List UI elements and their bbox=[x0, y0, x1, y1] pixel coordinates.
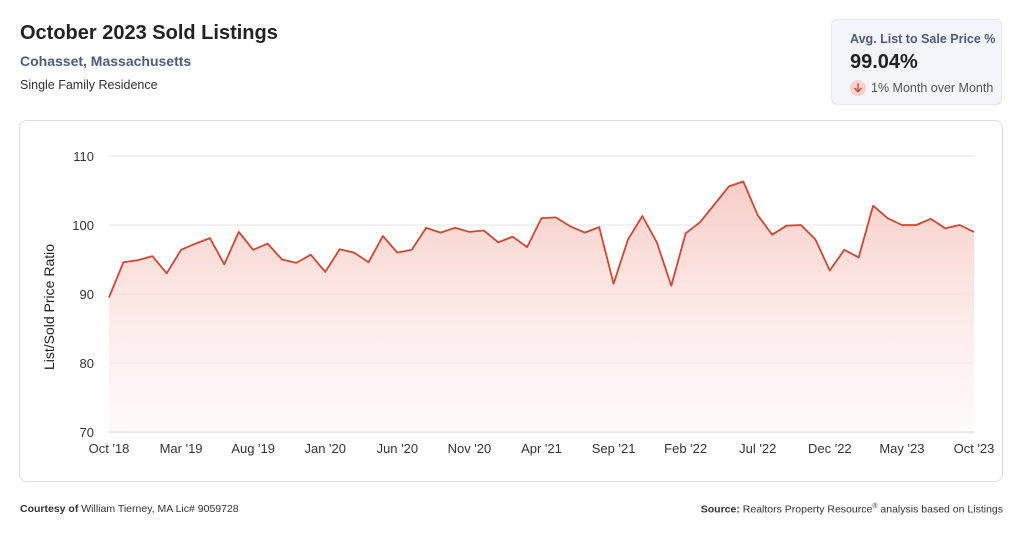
x-tick-label: Jan '20 bbox=[304, 441, 346, 456]
x-tick-label: Oct '23 bbox=[954, 441, 995, 456]
courtesy-footer: Courtesy of William Tierney, MA Lic# 905… bbox=[20, 503, 239, 515]
y-tick-label: 110 bbox=[73, 149, 94, 164]
source-text-post: analysis based on Listings bbox=[877, 503, 1003, 516]
y-tick-label: 80 bbox=[80, 356, 94, 371]
kpi-value: 99.04% bbox=[850, 51, 918, 73]
courtesy-name: William Tierney, MA Lic# 9059728 bbox=[81, 503, 239, 515]
courtesy-label: Courtesy of bbox=[20, 503, 79, 515]
x-tick-label: Jun '20 bbox=[377, 441, 419, 456]
y-tick-label: 90 bbox=[80, 287, 94, 302]
kpi-change-text: 1% Month over Month bbox=[871, 81, 994, 95]
property-type-label: Single Family Residence bbox=[20, 78, 158, 92]
x-tick-label: Oct '18 bbox=[89, 441, 130, 456]
location-subtitle: Cohasset, Massachusetts bbox=[20, 53, 192, 69]
line-chart: 70 80 90 100 110 Oct '18 Mar '19 Aug '19 Jan '2… bbox=[41, 149, 995, 456]
x-tick-label: Sep '21 bbox=[592, 441, 636, 456]
y-tick-label: 100 bbox=[72, 218, 94, 233]
series-line bbox=[108, 180, 975, 298]
x-tick-label: Aug '19 bbox=[231, 441, 275, 456]
y-tick-label: 70 bbox=[80, 425, 94, 440]
source-text-pre: Realtors Property Resource bbox=[742, 503, 873, 516]
x-tick-label: Dec '22 bbox=[808, 441, 852, 456]
y-axis-label: List/Sold Price Ratio bbox=[41, 244, 57, 370]
chart-container: 70 80 90 100 110 Oct '18 Mar '19 Aug '19 Jan '2… bbox=[19, 120, 1003, 482]
arrow-down-icon bbox=[850, 80, 866, 96]
source-label: Source: bbox=[700, 503, 740, 516]
kpi-label: Avg. List to Sale Price % bbox=[850, 32, 996, 46]
x-tick-label: May '23 bbox=[879, 441, 924, 456]
area-fill bbox=[109, 181, 974, 432]
x-tick-label: Feb '22 bbox=[664, 441, 707, 456]
x-tick-label: Mar '19 bbox=[160, 441, 203, 456]
x-tick-label: Apr '21 bbox=[521, 441, 562, 456]
page-title: October 2023 Sold Listings bbox=[20, 22, 278, 44]
kpi-card: Avg. List to Sale Price % 99.04% 1% Mont… bbox=[831, 19, 1002, 105]
x-tick-label: Jul '22 bbox=[739, 441, 776, 456]
source-footer: Source: Realtors Property Resource® anal… bbox=[701, 503, 1003, 516]
kpi-change: 1% Month over Month bbox=[850, 80, 993, 96]
x-tick-label: Nov '20 bbox=[448, 441, 492, 456]
registered-mark: ® bbox=[872, 503, 878, 510]
